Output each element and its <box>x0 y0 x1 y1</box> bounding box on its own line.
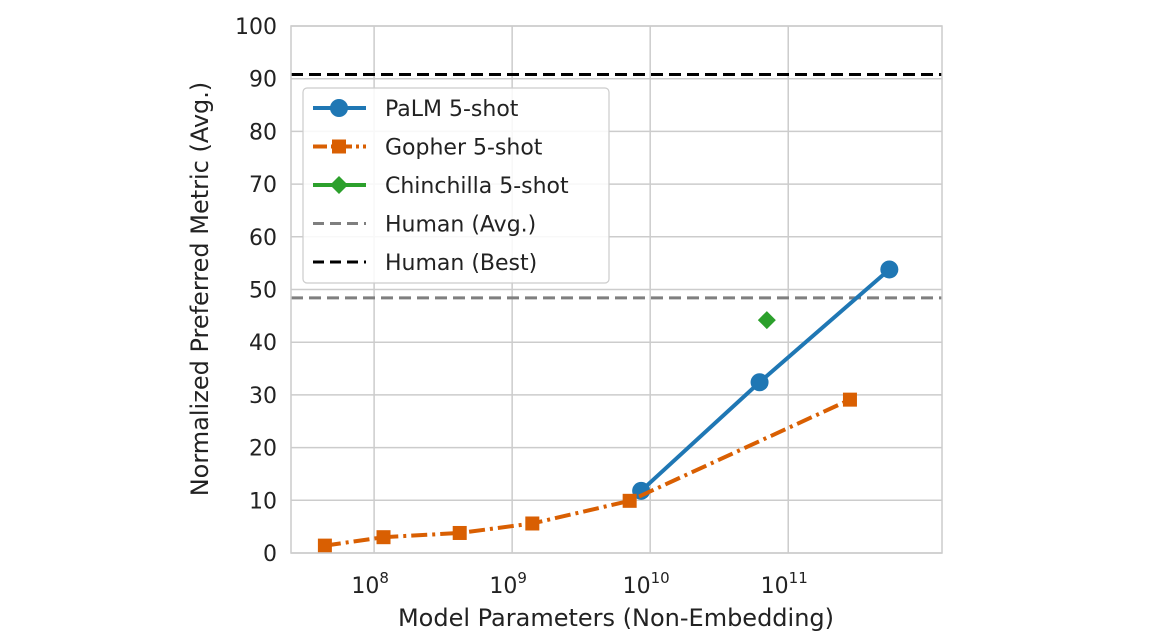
gopher-series <box>317 392 857 553</box>
x-tick-base: 10 <box>351 574 379 599</box>
gopher-point <box>525 516 540 531</box>
data-series <box>317 260 899 553</box>
legend-item-gopher: Gopher 5-shot <box>313 136 543 161</box>
x-tick-base: 10 <box>761 574 789 599</box>
gopher-point <box>376 530 391 545</box>
y-tick-label: 80 <box>249 120 277 145</box>
x-tick-label: 1011 <box>761 569 808 599</box>
reference-lines <box>291 72 942 300</box>
y-tick-label: 0 <box>263 542 277 567</box>
gopher-point <box>317 538 332 553</box>
gopher-line <box>324 397 851 548</box>
x-tick-label: 109 <box>489 569 527 599</box>
legend-label: Human (Avg.) <box>385 213 536 238</box>
y-tick-label: 100 <box>235 15 277 40</box>
x-tick-base: 10 <box>623 574 651 599</box>
legend-label: Gopher 5-shot <box>385 136 543 161</box>
palm-series <box>632 260 899 500</box>
legend-marker <box>330 176 348 194</box>
y-axis-label: Normalized Preferred Metric (Avg.) <box>186 82 214 497</box>
legend-label: Human (Best) <box>385 251 537 276</box>
gopher-point <box>622 493 637 508</box>
x-axis-ticks: 108 109 1010 1011 <box>351 569 807 599</box>
plot-border <box>290 25 943 554</box>
y-tick-label: 20 <box>249 437 277 462</box>
legend-label: PaLM 5-shot <box>385 97 519 122</box>
y-axis-ticks: 0 10 20 30 40 50 60 70 80 90 100 <box>235 15 277 567</box>
y-tick-label: 60 <box>249 226 277 251</box>
y-tick-label: 40 <box>249 331 277 356</box>
y-tick-label: 90 <box>249 68 277 93</box>
x-tick-base: 10 <box>489 574 517 599</box>
palm-point <box>880 260 899 279</box>
legend: PaLM 5-shot Gopher 5-shot Chinchilla 5-sho… <box>302 87 610 284</box>
legend-marker <box>330 99 348 117</box>
gopher-point <box>452 525 467 540</box>
x-tick-exponent: 10 <box>651 569 670 587</box>
y-tick-label: 10 <box>249 489 277 514</box>
chinchilla-point <box>757 311 776 330</box>
x-tick-exponent: 11 <box>789 569 808 587</box>
x-tick-label: 1010 <box>623 569 670 599</box>
y-tick-label: 70 <box>249 173 277 198</box>
legend-marker <box>332 139 346 154</box>
legend-label: Chinchilla 5-shot <box>385 174 569 199</box>
palm-point <box>750 373 769 392</box>
legend-item-human-avg: Human (Avg.) <box>313 213 536 238</box>
y-tick-label: 30 <box>249 384 277 409</box>
legend-box <box>302 87 610 284</box>
y-tick-label: 50 <box>249 279 277 304</box>
gopher-point <box>842 392 857 407</box>
x-tick-label: 108 <box>351 569 389 599</box>
legend-item-human-best: Human (Best) <box>313 251 537 276</box>
chinchilla-series <box>757 311 776 330</box>
legend-item-chinchilla: Chinchilla 5-shot <box>313 174 569 199</box>
legend-item-palm: PaLM 5-shot <box>313 97 519 122</box>
x-axis-label: Model Parameters (Non-Embedding) <box>398 604 834 632</box>
x-tick-exponent: 8 <box>379 569 389 587</box>
x-tick-exponent: 9 <box>517 569 527 587</box>
